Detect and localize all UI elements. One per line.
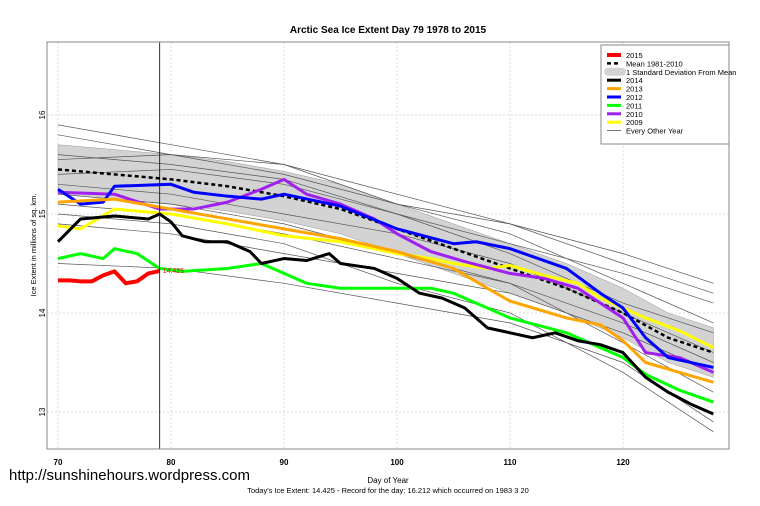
legend-label: 2011 <box>626 101 642 110</box>
x-tick-label: 120 <box>616 458 630 467</box>
other-year-line <box>57 154 714 334</box>
y-axis-label: Ice Extent in millions of sq. km. <box>29 194 38 297</box>
legend-label: 2009 <box>626 118 643 127</box>
legend-swatch <box>604 67 626 76</box>
legend-label: 2010 <box>626 110 643 119</box>
legend-label: 2014 <box>626 76 643 85</box>
y-tick-label: 14 <box>38 308 47 317</box>
series-line-2015 <box>58 268 161 286</box>
chart-subtitle: Today's Ice Extent: 14.425 - Record for … <box>247 486 529 495</box>
legend-box <box>600 44 730 145</box>
x-axis-label: Day of Year <box>367 476 409 485</box>
x-tick-label: 90 <box>280 458 289 467</box>
series-line-2013 <box>57 197 714 384</box>
source-url: http://sunshinehours.wordpress.com <box>9 467 250 484</box>
chart-title: Arctic Sea Ice Extent Day 79 1978 to 201… <box>290 25 487 36</box>
legend-label: 2015 <box>626 51 643 60</box>
x-tick-label: 80 <box>167 458 176 467</box>
y-tick-label: 15 <box>38 209 47 218</box>
legend-label: 2013 <box>626 85 643 94</box>
series-line-2014 <box>56 212 715 416</box>
plot-frame <box>46 41 730 450</box>
today-annotation: 14.425 <box>163 268 185 275</box>
legend-label: 2012 <box>626 93 643 102</box>
series-line-2010 <box>57 177 715 374</box>
x-tick-label: 110 <box>504 458 517 467</box>
x-tick-label: 100 <box>390 458 404 467</box>
other-year-line <box>57 134 714 294</box>
series-line-2012 <box>57 182 714 369</box>
legend-label: Every Other Year <box>626 127 684 136</box>
legend-label: Mean 1981-2010 <box>626 59 683 68</box>
other-year-line <box>57 223 714 373</box>
x-tick-label: 70 <box>54 458 63 467</box>
y-tick-label: 13 <box>38 407 47 416</box>
y-tick-label: 16 <box>38 110 47 119</box>
series-line-2011 <box>57 247 714 404</box>
legend-label: 1 Standard Deviation From Mean <box>626 68 736 77</box>
